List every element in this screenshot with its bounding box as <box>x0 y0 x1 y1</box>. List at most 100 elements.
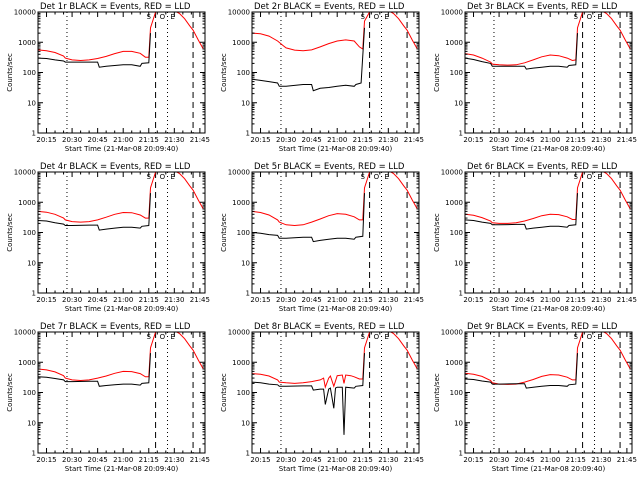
y-tick-label: 10 <box>241 419 250 427</box>
x-axis-label: Start Time (21-Mar-08 20:09:40) <box>492 465 606 473</box>
x-axis-label: Start Time (21-Mar-08 20:09:40) <box>492 145 606 153</box>
y-tick-label: 1000 <box>232 199 250 207</box>
x-tick-label: 20:45 <box>88 456 108 464</box>
panel-data-area <box>252 172 418 293</box>
y-tick-label: 1 <box>246 130 250 138</box>
y-tick-label: 100 <box>450 229 463 237</box>
x-tick-label: 21:30 <box>164 136 184 144</box>
lld-rate-line <box>38 172 204 223</box>
x-tick-label: 20:45 <box>515 296 535 304</box>
panel-data-area <box>465 332 631 453</box>
y-tick-label: 1000 <box>18 359 36 367</box>
x-tick-label: 21:00 <box>113 296 133 304</box>
x-tick-label: 20:15 <box>463 296 483 304</box>
detector-panel-1: Det 1r BLACK = Events, RED = LLDSOE11010… <box>6 2 210 153</box>
y-tick-label: 10000 <box>441 169 463 177</box>
time-flag-E: E <box>597 333 601 341</box>
x-tick-label: 21:30 <box>378 136 398 144</box>
x-tick-label: 20:30 <box>489 456 509 464</box>
y-tick-label: 10000 <box>228 169 250 177</box>
detector-panel-4: Det 4r BLACK = Events, RED = LLDSOE11010… <box>6 162 210 313</box>
x-tick-label: 20:15 <box>250 136 270 144</box>
x-tick-label: 21:00 <box>327 136 347 144</box>
event-rate-line <box>38 33 151 68</box>
x-axis-label: Start Time (21-Mar-08 20:09:40) <box>65 465 179 473</box>
plot-frame <box>37 11 206 134</box>
x-tick-label: 21:00 <box>540 136 560 144</box>
x-tick-label: 21:00 <box>113 136 133 144</box>
x-tick-label: 21:00 <box>113 456 133 464</box>
x-tick-label: 20:30 <box>489 136 509 144</box>
y-tick-label: 1 <box>459 450 463 458</box>
x-tick-label: 21:30 <box>591 456 611 464</box>
y-tick-label: 1 <box>32 450 36 458</box>
x-tick-label: 21:30 <box>591 296 611 304</box>
y-tick-label: 100 <box>237 229 250 237</box>
y-tick-label: 100 <box>450 389 463 397</box>
event-rate-line <box>38 353 151 387</box>
time-flag-O: O <box>160 333 166 341</box>
panel-title: Det 7r BLACK = Events, RED = LLD <box>40 322 191 332</box>
y-tick-label: 10 <box>27 259 36 267</box>
panel-title: Det 3r BLACK = Events, RED = LLD <box>467 2 618 12</box>
panel-data-area <box>38 332 204 453</box>
lld-rate-line <box>465 332 631 385</box>
lld-rate-line <box>38 12 204 62</box>
panel-title: Det 8r BLACK = Events, RED = LLD <box>254 322 405 332</box>
y-tick-label: 1 <box>459 130 463 138</box>
event-rate-line <box>465 353 578 389</box>
panel-data-area <box>38 172 204 293</box>
y-axis-label: Counts/sec <box>6 213 14 252</box>
x-tick-label: 20:15 <box>36 296 56 304</box>
y-tick-label: 1000 <box>445 199 463 207</box>
detector-panel-7: Det 7r BLACK = Events, RED = LLDSOE11010… <box>6 322 210 473</box>
panel-data-area <box>252 332 418 453</box>
time-flag-O: O <box>587 333 593 341</box>
y-tick-label: 100 <box>237 69 250 77</box>
y-tick-label: 1000 <box>18 39 36 47</box>
lld-rate-line <box>465 12 631 66</box>
x-tick-label: 20:15 <box>36 456 56 464</box>
plot-frame <box>37 331 206 454</box>
time-flag-O: O <box>587 173 593 181</box>
time-flag-O: O <box>587 13 593 21</box>
event-rate-line <box>465 193 578 230</box>
plot-frame <box>251 171 420 294</box>
panel-title: Det 5r BLACK = Events, RED = LLD <box>254 162 405 172</box>
y-axis-label: Counts/sec <box>6 373 14 412</box>
plot-frame <box>464 331 633 454</box>
y-tick-label: 10 <box>27 419 36 427</box>
x-tick-label: 21:15 <box>139 136 159 144</box>
lld-rate-line <box>252 172 418 227</box>
y-tick-label: 10000 <box>228 9 250 17</box>
x-tick-label: 21:30 <box>164 296 184 304</box>
x-tick-label: 20:30 <box>62 456 82 464</box>
plot-frame <box>251 11 420 134</box>
lld-rate-line <box>465 172 631 224</box>
y-axis-label: Counts/sec <box>433 373 441 412</box>
x-axis-label: Start Time (21-Mar-08 20:09:40) <box>279 465 393 473</box>
x-tick-label: 20:30 <box>489 296 509 304</box>
x-tick-label: 21:45 <box>617 296 637 304</box>
detector-panel-5: Det 5r BLACK = Events, RED = LLDSOE11010… <box>220 162 424 313</box>
y-tick-label: 10000 <box>14 9 36 17</box>
y-axis-label: Counts/sec <box>220 373 228 412</box>
y-tick-label: 100 <box>23 229 36 237</box>
x-tick-label: 21:00 <box>327 296 347 304</box>
panel-title: Det 4r BLACK = Events, RED = LLD <box>40 162 191 172</box>
y-tick-label: 1000 <box>445 39 463 47</box>
y-tick-label: 10 <box>27 99 36 107</box>
y-tick-label: 10 <box>454 99 463 107</box>
x-tick-label: 21:45 <box>404 136 424 144</box>
x-tick-label: 21:45 <box>404 296 424 304</box>
x-tick-label: 21:15 <box>353 456 373 464</box>
x-tick-label: 21:15 <box>353 296 373 304</box>
y-tick-label: 100 <box>23 389 36 397</box>
plot-frame <box>464 11 633 134</box>
y-tick-label: 1 <box>32 130 36 138</box>
y-tick-label: 10000 <box>441 329 463 337</box>
y-tick-label: 1 <box>246 290 250 298</box>
detector-panel-9: Det 9r BLACK = Events, RED = LLDSOE11010… <box>433 322 637 473</box>
x-tick-label: 20:15 <box>250 296 270 304</box>
